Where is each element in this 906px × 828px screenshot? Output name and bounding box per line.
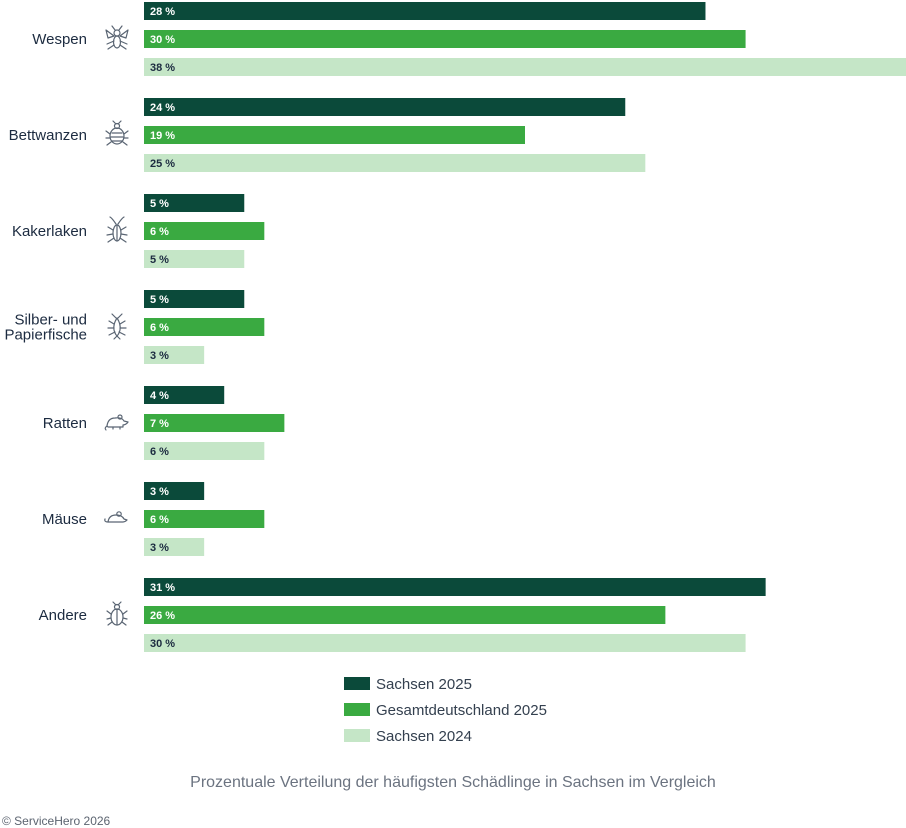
copyright-notice: © ServiceHero 2026 [2,814,111,828]
bar [144,126,525,144]
bar [144,346,205,364]
bar [144,250,245,268]
bar-value-label: 30 % [150,638,175,650]
bar [144,482,205,500]
bar [144,154,646,172]
category-label: Silber- und Papierfische [4,312,87,344]
bar [144,510,265,528]
bar [144,538,205,556]
bar [144,290,245,308]
bar [144,2,706,20]
category-label: Andere [39,607,87,624]
bar-value-label: 5 % [150,294,169,306]
bar [144,58,906,76]
bar-value-label: 25 % [150,158,175,170]
bar [144,194,245,212]
bar-chart: Wespen 28 % 30 % 38 % Bettwanzen 24 % 19 % 25 %… [4,2,906,745]
chart-caption: Prozentuale Verteilung der häufigsten Sc… [190,774,716,791]
bar [144,442,265,460]
legend-swatch [344,703,370,716]
legend-swatch [344,729,370,742]
bedbug-icon [105,120,129,146]
beetle-icon [106,601,128,626]
bar-value-label: 6 % [150,446,169,458]
category-label: Kakerlaken [12,223,87,240]
bar [144,98,626,116]
bar [144,606,666,624]
bar-value-label: 7 % [150,418,169,430]
legend-label: Gesamtdeutschland 2025 [376,702,547,719]
bar-value-label: 4 % [150,390,169,402]
wasp-icon [105,25,129,50]
bar-value-label: 30 % [150,34,175,46]
bar-value-label: 3 % [150,486,169,498]
bar [144,222,265,240]
category-label: Ratten [43,415,87,432]
bar-value-label: 38 % [150,62,175,74]
bar-value-label: 31 % [150,582,175,594]
category-label: Bettwanzen [9,127,87,144]
category-label: Mäuse [42,511,87,528]
bar-value-label: 6 % [150,226,169,238]
bar-value-label: 26 % [150,610,175,622]
mouse-icon [104,511,128,523]
bar-value-label: 6 % [150,322,169,334]
category-label: Wespen [32,31,87,48]
bar [144,414,285,432]
silverfish-icon [107,313,127,340]
bar-value-label: 5 % [150,254,169,266]
bar [144,578,766,596]
bar-value-label: 24 % [150,102,175,114]
bar [144,318,265,336]
bar-value-label: 5 % [150,198,169,210]
legend-swatch [344,677,370,690]
bar [144,30,746,48]
bar [144,386,225,404]
legend-label: Sachsen 2025 [376,676,472,693]
bar-value-label: 6 % [150,514,169,526]
legend-label: Sachsen 2024 [376,728,472,745]
bar-value-label: 3 % [150,542,169,554]
bar [144,634,746,652]
bar-value-label: 28 % [150,6,175,18]
bar-value-label: 3 % [150,350,169,362]
bar-value-label: 19 % [150,130,175,142]
cockroach-icon [106,216,128,243]
rat-icon [104,414,129,431]
